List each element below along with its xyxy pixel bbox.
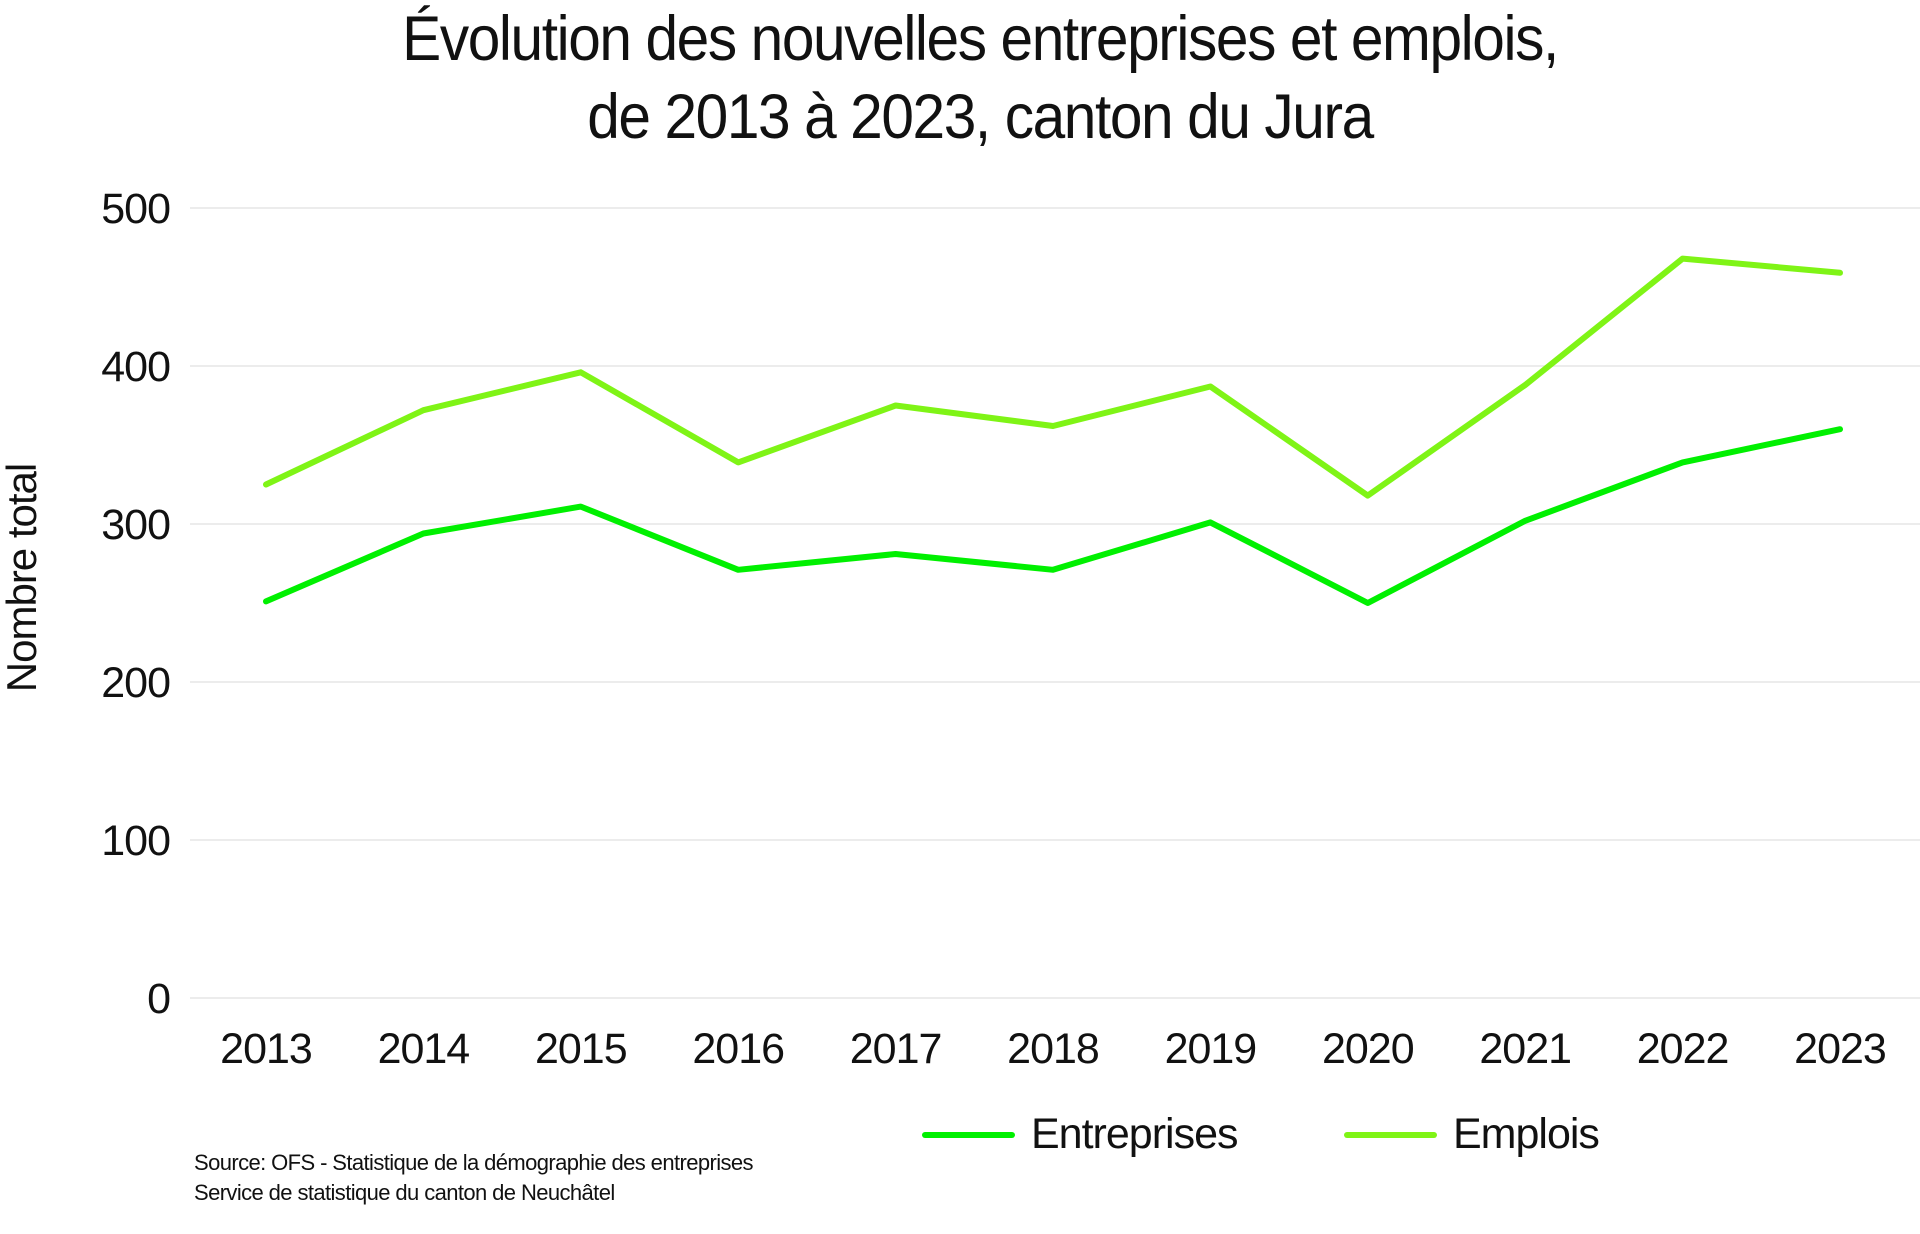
y-tick-label: 200 bbox=[101, 659, 170, 707]
legend-swatch-entreprises bbox=[922, 1131, 1015, 1138]
x-tick-label: 2021 bbox=[1479, 1025, 1571, 1073]
series-lines bbox=[263, 255, 1843, 606]
series-line-entreprises bbox=[263, 426, 1843, 606]
legend-label-entreprises: Entreprises bbox=[1031, 1110, 1238, 1158]
x-tick-label: 2013 bbox=[220, 1025, 312, 1073]
x-tick-label: 2017 bbox=[850, 1025, 942, 1073]
x-tick-label: 2019 bbox=[1165, 1025, 1257, 1073]
legend-swatch-emplois bbox=[1344, 1131, 1437, 1138]
legend-item-emplois: Emplois bbox=[1344, 1110, 1600, 1159]
x-axis-ticks: 2013 2014 2015 2016 2017 2018 2019 2020 2021 2022… bbox=[220, 1025, 1887, 1073]
legend-label-emplois: Emplois bbox=[1453, 1110, 1600, 1158]
x-tick-label: 2016 bbox=[692, 1025, 784, 1073]
source-line-2: Service de statistique du canton de Neuc… bbox=[194, 1180, 615, 1205]
legend-item-entreprises: Entreprises bbox=[922, 1110, 1238, 1159]
x-tick-label: 2022 bbox=[1637, 1025, 1729, 1073]
y-tick-label: 100 bbox=[101, 817, 170, 865]
chart-title-line-2: de 2013 à 2023, canton du Jura bbox=[587, 82, 1374, 152]
chart-title-line-1: Évolution des nouvelles entreprises et e… bbox=[402, 4, 1559, 74]
y-axis-label: Nombre total bbox=[0, 464, 45, 692]
y-tick-label: 500 bbox=[101, 185, 170, 233]
x-tick-label: 2023 bbox=[1794, 1025, 1886, 1073]
x-tick-label: 2015 bbox=[535, 1025, 627, 1073]
series-line-emplois bbox=[263, 255, 1843, 499]
gridlines bbox=[190, 207, 1920, 999]
x-tick-label: 2018 bbox=[1007, 1025, 1099, 1073]
source-line-1: Source: OFS - Statistique de la démograp… bbox=[194, 1150, 754, 1175]
y-axis-ticks: 0 100 200 300 400 500 bbox=[101, 185, 171, 1023]
y-tick-label: 300 bbox=[101, 501, 170, 549]
x-tick-label: 2020 bbox=[1322, 1025, 1414, 1073]
y-tick-label: 400 bbox=[101, 343, 170, 391]
y-tick-label: 0 bbox=[147, 975, 170, 1023]
x-tick-label: 2014 bbox=[378, 1025, 470, 1073]
